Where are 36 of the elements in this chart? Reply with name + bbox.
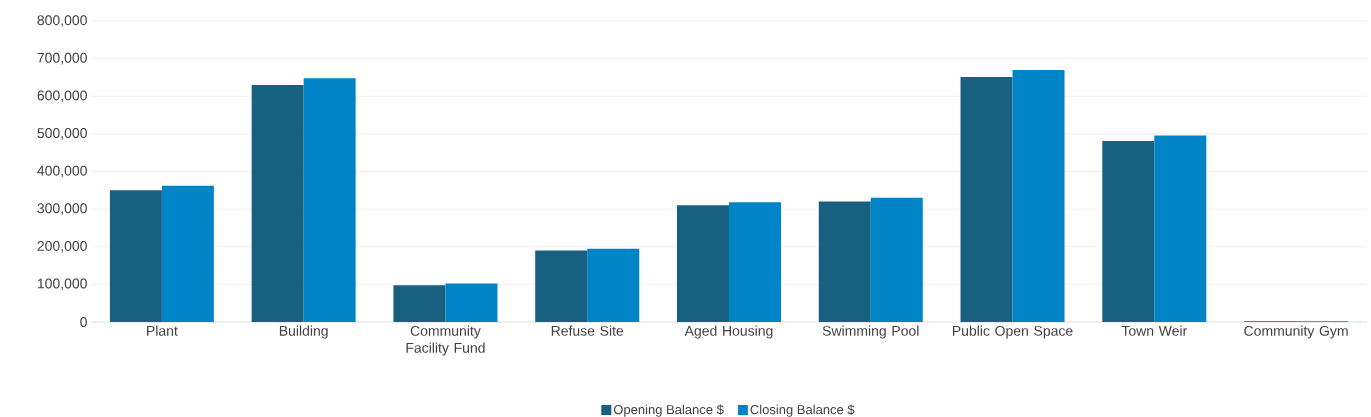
bar (728, 202, 781, 322)
x-tick-label: Community Facility Fund (406, 325, 485, 356)
legend-label: Closing Balance $ (750, 404, 855, 417)
bar (161, 185, 214, 322)
bar (1102, 141, 1155, 322)
x-tick-label: Aged Housing (684, 325, 773, 339)
y-tick-label: 300,000 (37, 203, 87, 215)
bar (109, 190, 162, 322)
bar (303, 78, 356, 322)
bar (587, 248, 640, 322)
y-tick-label: 400,000 (37, 165, 87, 178)
y-tick-label: 700,000 (37, 52, 87, 65)
x-tick-label: Community Gym (1244, 325, 1348, 339)
bar (870, 197, 923, 322)
bar (818, 201, 871, 322)
bar (393, 285, 446, 322)
y-tick-label: 800,000 (37, 15, 87, 27)
y-tick-label: 600,000 (37, 90, 87, 103)
x-tick-label: Town Weir (1121, 325, 1188, 336)
y-tick-label: 500,000 (37, 128, 87, 140)
bar (676, 205, 729, 322)
bar (445, 283, 498, 322)
x-tick-label: Plant (147, 325, 178, 336)
x-tick-label: Swimming Pool (822, 325, 919, 339)
bar (535, 250, 588, 322)
y-tick-label: 200,000 (37, 240, 87, 253)
y-tick-label: 0 (80, 317, 87, 327)
bar (251, 84, 304, 322)
bar (960, 77, 1013, 322)
bar (1154, 135, 1207, 322)
bar (1012, 69, 1065, 322)
x-tick-label: Building (279, 325, 328, 339)
y-tick-label: 100,000 (37, 278, 87, 291)
x-tick-label: Refuse Site (551, 325, 624, 336)
x-tick-label: Public Open Space (952, 325, 1073, 339)
legend-label: Opening Balance $ (613, 404, 724, 417)
